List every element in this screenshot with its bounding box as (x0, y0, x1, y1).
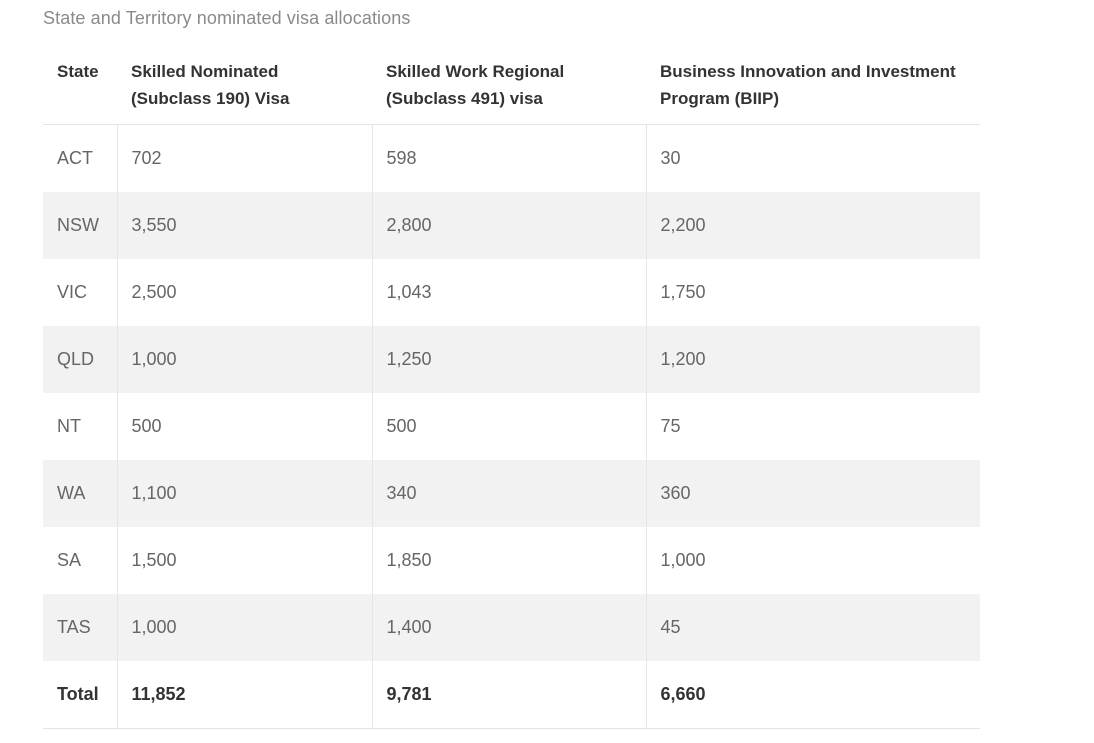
header-subclass-190: Skilled Nominated (Subclass 190) Visa (117, 48, 372, 125)
visa-allocation-table: State Skilled Nominated (Subclass 190) V… (43, 48, 980, 729)
total-491: 9,781 (371, 661, 646, 729)
total-biip: 6,660 (645, 661, 980, 729)
cell-biip: 30 (645, 124, 980, 192)
cell-biip: 1,750 (645, 259, 980, 326)
table-total-row: Total 11,852 9,781 6,660 (43, 661, 980, 729)
table-row: SA 1,500 1,850 1,000 (43, 527, 980, 594)
cell-biip: 1,000 (645, 527, 980, 594)
cell-190: 3,550 (116, 192, 372, 259)
cell-491: 598 (371, 124, 646, 192)
cell-state: WA (43, 460, 117, 527)
cell-biip: 75 (645, 393, 980, 460)
cell-491: 1,250 (371, 326, 646, 393)
cell-190: 702 (116, 124, 372, 192)
cell-190: 500 (116, 393, 372, 460)
cell-190: 1,000 (116, 594, 372, 661)
table-row: TAS 1,000 1,400 45 (43, 594, 980, 661)
table-row: NSW 3,550 2,800 2,200 (43, 192, 980, 259)
cell-190: 1,000 (116, 326, 372, 393)
table-row: NT 500 500 75 (43, 393, 980, 460)
cell-491: 2,800 (371, 192, 646, 259)
cell-491: 1,850 (371, 527, 646, 594)
cell-biip: 45 (645, 594, 980, 661)
total-190: 11,852 (116, 661, 372, 729)
cell-491: 500 (371, 393, 646, 460)
table-row: ACT 702 598 30 (43, 124, 980, 192)
cell-biip: 360 (645, 460, 980, 527)
cell-190: 1,500 (116, 527, 372, 594)
total-label: Total (43, 661, 117, 729)
cell-state: NT (57, 416, 81, 436)
table-row: WA 1,100 340 360 (43, 460, 980, 527)
table-header-row: State Skilled Nominated (Subclass 190) V… (43, 48, 980, 125)
header-biip: Business Innovation and Investment Progr… (646, 48, 980, 125)
cell-state: TAS (43, 594, 117, 661)
cell-state: ACT (57, 148, 93, 168)
cell-state: QLD (43, 326, 117, 393)
table-row: QLD 1,000 1,250 1,200 (43, 326, 980, 393)
cell-biip: 1,200 (645, 326, 980, 393)
cell-491: 1,043 (371, 259, 646, 326)
header-state: State (43, 48, 117, 125)
cell-state: VIC (57, 282, 88, 302)
cell-491: 340 (371, 460, 646, 527)
cell-state: SA (57, 550, 82, 570)
cell-state: NSW (43, 192, 117, 259)
cell-190: 1,100 (116, 460, 372, 527)
table-caption: State and Territory nominated visa alloc… (43, 8, 411, 28)
header-subclass-491: Skilled Work Regional (Subclass 491) vis… (372, 48, 646, 125)
cell-biip: 2,200 (645, 192, 980, 259)
cell-491: 1,400 (371, 594, 646, 661)
table-row: VIC 2,500 1,043 1,750 (43, 259, 980, 326)
cell-190: 2,500 (116, 259, 372, 326)
